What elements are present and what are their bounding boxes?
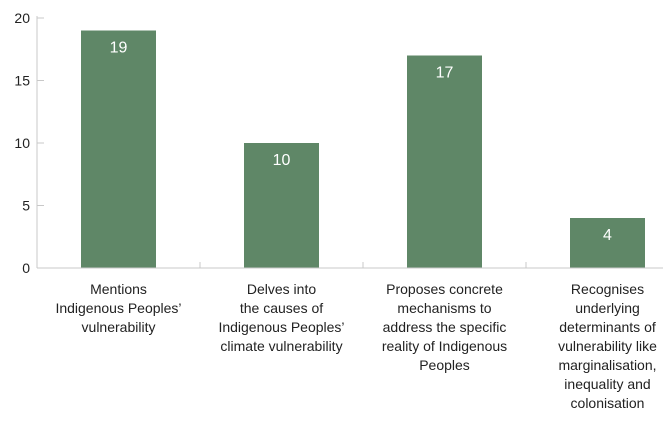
- category-label-line: vulnerability like: [558, 338, 657, 354]
- bar: [244, 143, 319, 268]
- bar-value-label: 17: [436, 65, 454, 82]
- category-label-line: colonisation: [571, 395, 645, 411]
- y-tick-label: 5: [22, 198, 30, 214]
- y-axis: 0 5 10 15 20: [14, 10, 44, 276]
- category-label-line: Indigenous Peoples’: [218, 319, 344, 335]
- category-label-line: Proposes concrete: [386, 281, 503, 297]
- bar: [81, 30, 156, 268]
- category-label-line: climate vulnerability: [220, 338, 342, 354]
- bar: [407, 55, 482, 268]
- bar-value-label: 19: [110, 40, 128, 57]
- category-label-line: Indigenous Peoples’: [55, 300, 181, 316]
- y-tick-label: 10: [14, 135, 30, 151]
- bar-value-label: 4: [603, 227, 612, 244]
- y-tick-label: 0: [22, 260, 30, 276]
- category-label-line: determinants of: [559, 319, 656, 335]
- category-label-line: underlying: [575, 300, 640, 316]
- category-label-line: the causes of: [240, 300, 323, 316]
- y-tick-label: 20: [14, 10, 30, 26]
- category-label-line: inequality and: [564, 376, 650, 392]
- category-label-line: Delves into: [247, 281, 316, 297]
- category-label-line: marginalisation,: [558, 357, 656, 373]
- category-label-line: mechanisms to: [397, 300, 491, 316]
- category-label-line: address the specific: [383, 319, 507, 335]
- y-tick-label: 15: [14, 73, 30, 89]
- category-label-line: Mentions: [90, 281, 147, 297]
- bar-value-label: 10: [273, 152, 291, 169]
- bars: 19 10 17 4: [81, 30, 645, 268]
- bar: [570, 218, 645, 268]
- category-label-line: Peoples: [419, 357, 470, 373]
- category-label-line: reality of Indigenous: [382, 338, 507, 354]
- category-label-line: Recognises: [571, 281, 644, 297]
- x-axis: Mentions Indigenous Peoples’ vulnerability…: [37, 262, 663, 411]
- category-label-line: vulnerability: [82, 319, 156, 335]
